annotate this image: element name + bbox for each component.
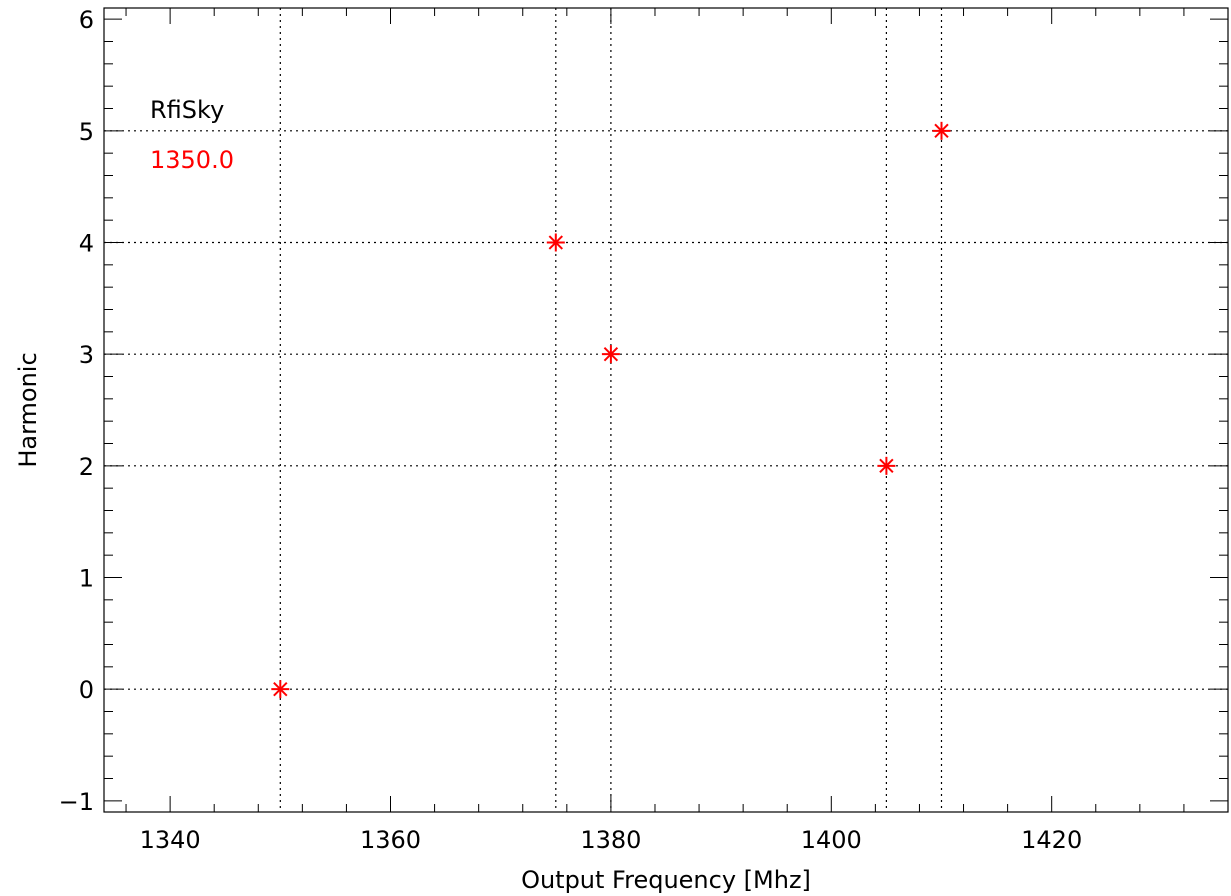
data-point <box>932 121 951 140</box>
y-tick-label: 6 <box>79 6 94 34</box>
y-tick-label: 4 <box>79 230 94 258</box>
x-tick-label: 1340 <box>140 826 201 854</box>
data-point <box>546 233 565 252</box>
y-tick-label: −1 <box>59 788 94 816</box>
x-tick-label: 1360 <box>360 826 421 854</box>
y-axis-label: Harmonic <box>14 352 42 467</box>
x-tick-label: 1380 <box>580 826 641 854</box>
y-tick-label: 3 <box>79 341 94 369</box>
data-point <box>601 345 620 364</box>
data-points <box>271 121 951 699</box>
legend-entry: 1350.0 <box>150 146 234 174</box>
y-tick-label: 1 <box>79 565 94 593</box>
x-axis-label: Output Frequency [Mhz] <box>521 866 811 894</box>
x-tick-label: 1400 <box>801 826 862 854</box>
y-tick-label: 0 <box>79 676 94 704</box>
y-tick-labels: −1 0 1 2 3 4 5 6 <box>59 6 94 816</box>
data-point <box>271 680 290 699</box>
y-tick-label: 5 <box>79 118 94 146</box>
axis-ticks <box>104 8 1228 812</box>
y-tick-label: 2 <box>79 453 94 481</box>
legend-entry: RfiSky <box>150 96 224 124</box>
x-tick-labels: 1340 1360 1380 1400 1420 <box>140 826 1083 854</box>
x-tick-label: 1420 <box>1021 826 1082 854</box>
plot-frame <box>103 7 1229 813</box>
grid <box>104 8 1228 812</box>
data-point <box>877 456 896 475</box>
